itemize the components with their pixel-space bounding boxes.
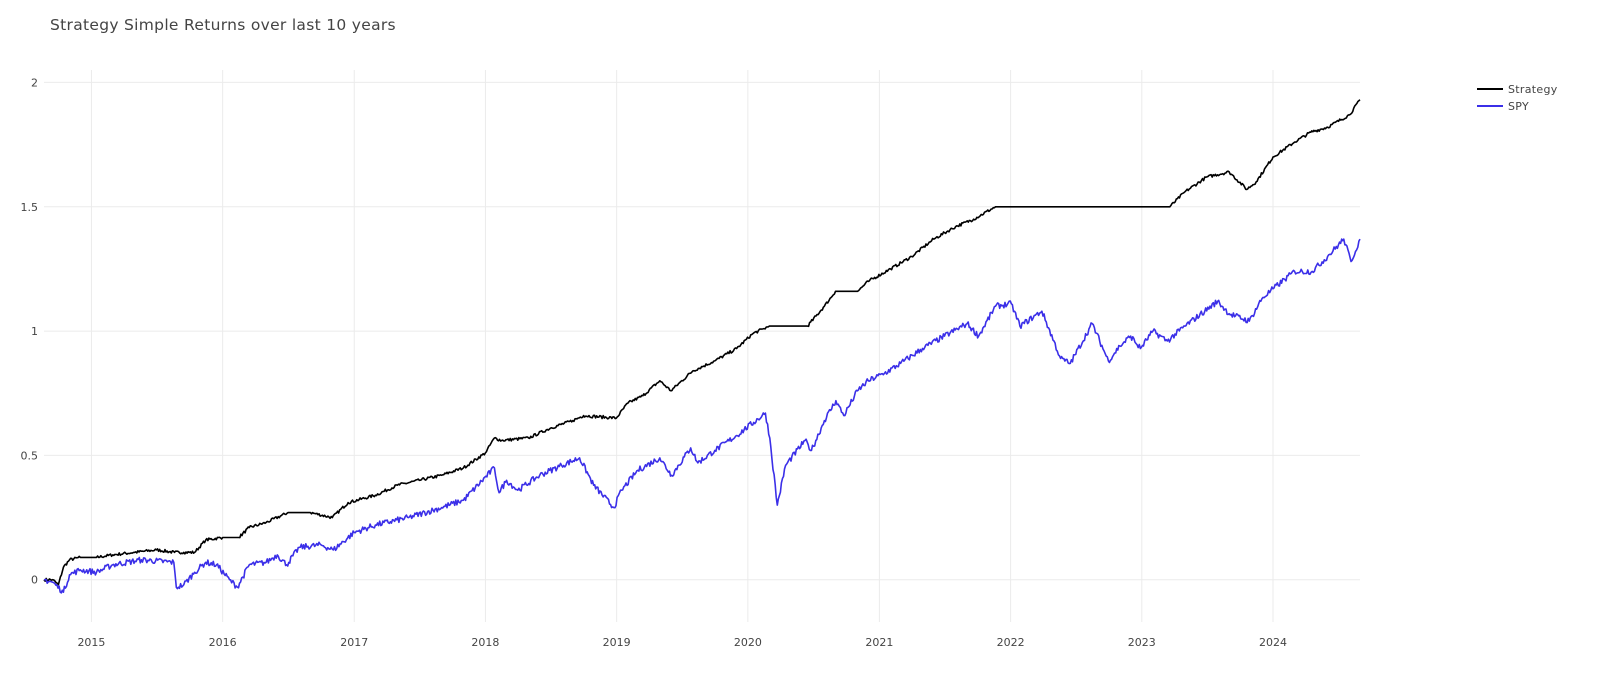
x-tick-label: 2021: [865, 636, 893, 649]
y-tick-label: 0: [31, 574, 38, 587]
y-tick-label: 2: [31, 76, 38, 89]
x-tick-label: 2020: [734, 636, 762, 649]
y-tick-label: 0.5: [21, 449, 39, 462]
y-tick-label: 1: [31, 325, 38, 338]
x-tick-label: 2018: [471, 636, 499, 649]
x-tick-label: 2016: [209, 636, 237, 649]
series-line-strategy: [43, 99, 1361, 586]
series-lines: [43, 99, 1361, 594]
legend[interactable]: Strategy SPY: [1477, 83, 1558, 113]
x-tick-label: 2024: [1259, 636, 1287, 649]
x-tick-label: 2022: [997, 636, 1025, 649]
legend-label: Strategy: [1508, 83, 1558, 96]
chart-title: Strategy Simple Returns over last 10 yea…: [50, 16, 396, 34]
y-tick-label: 1.5: [21, 201, 39, 214]
x-tick-label: 2015: [77, 636, 105, 649]
legend-label: SPY: [1508, 100, 1529, 113]
x-tick-label: 2019: [603, 636, 631, 649]
series-line-spy: [44, 238, 1361, 594]
x-tick-label: 2023: [1128, 636, 1156, 649]
gridlines: [44, 70, 1360, 622]
legend-item[interactable]: Strategy: [1477, 83, 1558, 96]
x-tick-label: 2017: [340, 636, 368, 649]
axis-labels: 0 0.5 1 1.5 2 2015 2016 2017 2018 2019 2020 2021 202…: [21, 76, 1288, 649]
legend-item[interactable]: SPY: [1477, 100, 1529, 113]
